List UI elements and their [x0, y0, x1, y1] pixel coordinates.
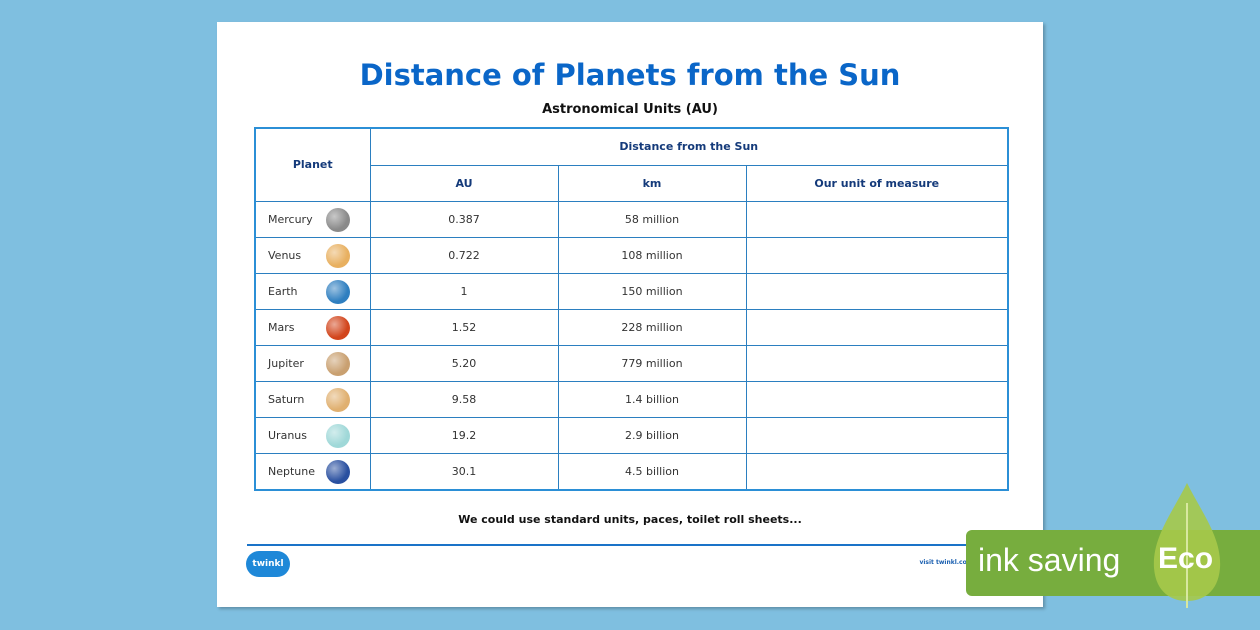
km-cell: 228 million — [557, 308, 747, 346]
page-title: Distance of Planets from the Sun — [359, 58, 901, 92]
au-header: AU — [369, 164, 559, 202]
our-unit-cell[interactable] — [745, 200, 1009, 238]
footer-divider — [247, 544, 1013, 546]
planet-name: Earth — [268, 284, 298, 298]
table-row: Neptune 30.1 4.5 billion — [254, 452, 1009, 490]
planet-distance-table: Planet Distance from the Sun AU km Our u… — [254, 127, 1009, 491]
au-cell: 30.1 — [369, 452, 559, 490]
au-cell: 9.58 — [369, 380, 559, 418]
our-unit-cell[interactable] — [745, 452, 1009, 490]
au-cell: 1.52 — [369, 308, 559, 346]
planet-name-cell: Saturn — [254, 380, 371, 418]
planet-name: Neptune — [268, 464, 316, 478]
planet-name-cell: Neptune — [254, 452, 371, 490]
planet-header: Planet — [254, 127, 371, 202]
uranus-icon — [325, 423, 350, 448]
worksheet-page: Distance of Planets from the Sun Astrono… — [217, 22, 1043, 607]
table-row: Uranus 19.2 2.9 billion — [254, 416, 1009, 454]
au-cell: 5.20 — [369, 344, 559, 382]
planet-name: Jupiter — [268, 356, 304, 370]
planet-name-cell: Earth — [254, 272, 371, 310]
our-unit-cell[interactable] — [745, 236, 1009, 274]
planet-name: Uranus — [268, 428, 307, 442]
au-cell: 0.722 — [369, 236, 559, 274]
page-subtitle: Astronomical Units (AU) — [542, 102, 718, 117]
neptune-icon — [325, 459, 350, 484]
km-cell: 2.9 billion — [557, 416, 747, 454]
planet-name: Mars — [268, 320, 295, 334]
planet-name: Mercury — [268, 212, 313, 226]
table-row: Saturn 9.58 1.4 billion — [254, 380, 1009, 418]
km-cell: 150 million — [557, 272, 747, 310]
hint-note: We could use standard units, paces, toil… — [458, 513, 802, 526]
our-unit-cell[interactable] — [745, 380, 1009, 418]
km-cell: 108 million — [557, 236, 747, 274]
table-row: Jupiter 5.20 779 million — [254, 344, 1009, 382]
table-row: Mars 1.52 228 million — [254, 308, 1009, 346]
mercury-icon — [325, 207, 350, 232]
km-header: km — [557, 164, 747, 202]
table-row: Mercury 0.387 58 million — [254, 200, 1009, 238]
planet-name-cell: Jupiter — [254, 344, 371, 382]
planet-name-cell: Mercury — [254, 200, 371, 238]
our-unit-header: Our unit of measure — [745, 164, 1009, 202]
km-cell: 4.5 billion — [557, 452, 747, 490]
km-cell: 58 million — [557, 200, 747, 238]
au-cell: 1 — [369, 272, 559, 310]
our-unit-cell[interactable] — [745, 272, 1009, 310]
table-row: Venus 0.722 108 million — [254, 236, 1009, 274]
saturn-icon — [325, 387, 350, 412]
au-cell: 19.2 — [369, 416, 559, 454]
jupiter-icon — [325, 351, 350, 376]
visit-link[interactable]: visit twinkl.com — [919, 559, 973, 566]
venus-icon — [325, 243, 350, 268]
planet-name-cell: Uranus — [254, 416, 371, 454]
planet-name-cell: Mars — [254, 308, 371, 346]
twinkl-logo: twinkl — [246, 551, 290, 577]
table-row: Earth 1 150 million — [254, 272, 1009, 310]
leaf-icon — [1153, 483, 1221, 608]
planet-name-cell: Venus — [254, 236, 371, 274]
planet-name: Venus — [268, 248, 302, 262]
our-unit-cell[interactable] — [745, 416, 1009, 454]
au-cell: 0.387 — [369, 200, 559, 238]
eco-label: Eco — [1158, 542, 1214, 575]
earth-icon — [325, 279, 350, 304]
our-unit-cell[interactable] — [745, 308, 1009, 346]
distance-group-header: Distance from the Sun — [369, 127, 1009, 166]
planet-name: Saturn — [268, 392, 305, 406]
km-cell: 1.4 billion — [557, 380, 747, 418]
mars-icon — [325, 315, 350, 340]
ink-saving-label: ink saving — [978, 542, 1121, 578]
our-unit-cell[interactable] — [745, 344, 1009, 382]
km-cell: 779 million — [557, 344, 747, 382]
